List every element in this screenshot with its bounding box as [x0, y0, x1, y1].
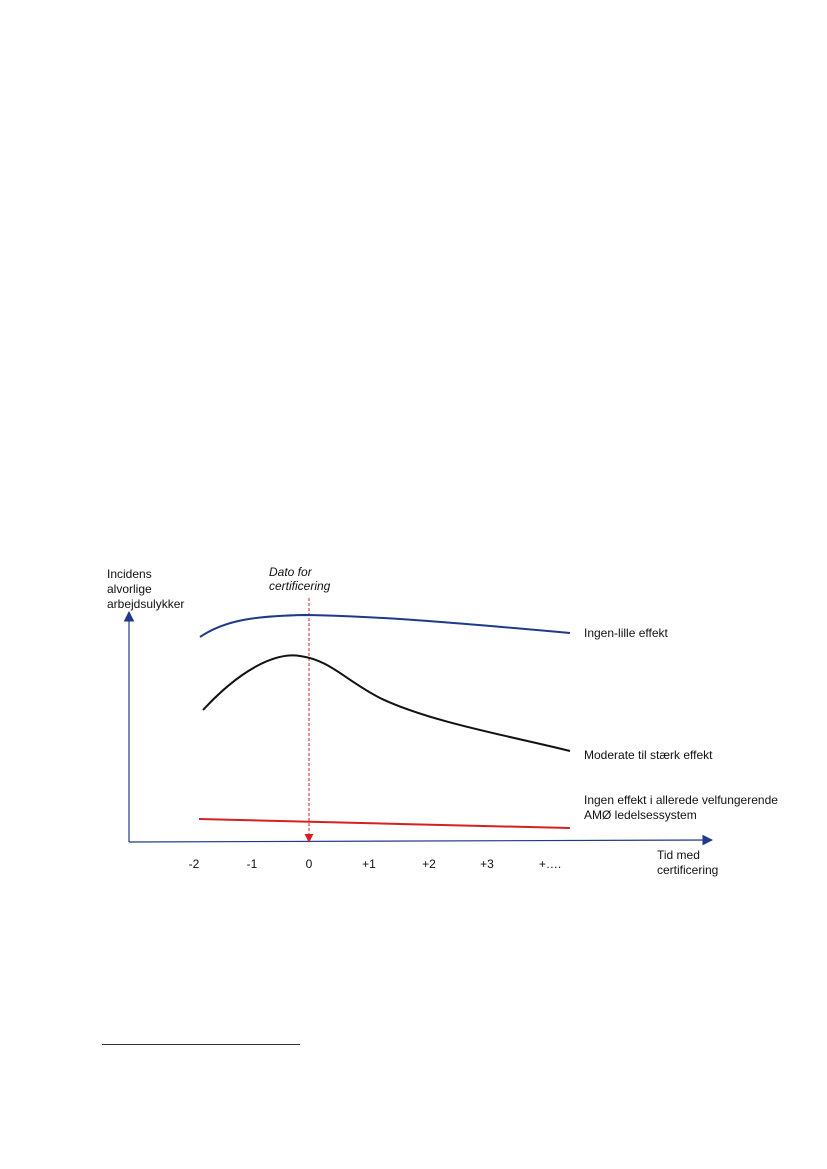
x-tick-label: +1: [362, 857, 376, 871]
footnote-separator: [102, 1044, 300, 1045]
label-ingen-lille-effekt-line-1: Ingen-lille effekt: [584, 626, 668, 640]
x-tick-label: +….: [539, 857, 561, 871]
curve-ingen-effekt: [198, 818, 571, 829]
x-axis-label-line-2: certificering: [657, 863, 718, 877]
x-tick-label: 0: [306, 857, 313, 871]
y-axis-label-line-1: Incidens: [107, 567, 152, 581]
x-axis: [128, 834, 714, 846]
x-tick-label: +3: [480, 857, 494, 871]
y-axis-label: Incidens alvorlige arbejdsulykker: [107, 567, 184, 611]
curve-ingen-lille-effekt: [199, 613, 571, 638]
certification-date-label: Dato for certificering: [269, 565, 331, 593]
certification-date-label-line-1: Dato for: [269, 565, 313, 579]
y-axis-label-line-2: alvorlige: [107, 582, 152, 596]
curve-moderate-til-staerk-effekt: [202, 654, 571, 752]
x-tick-label: +2: [422, 857, 436, 871]
certification-date-label-line-2: certificering: [269, 579, 331, 593]
x-axis-label-line-1: Tid med: [657, 848, 700, 862]
x-tick-label: -1: [247, 857, 258, 871]
x-tick-label: -2: [189, 857, 200, 871]
label-ingen-effekt: Ingen effekt i allerede velfungerende AM…: [584, 793, 781, 822]
x-axis-label: Tid med certificering: [657, 848, 718, 877]
y-axis-label-line-3: arbejdsulykker: [107, 597, 184, 611]
label-ingen-effekt-line-1: Ingen effekt i allerede velfungerende: [584, 793, 778, 807]
label-ingen-effekt-line-2: AMØ ledelsessystem: [584, 808, 697, 822]
label-moderate-til-staerk-effekt-line-1: Moderate til stærk effekt: [584, 748, 713, 762]
label-moderate-til-staerk-effekt: Moderate til stærk effekt: [584, 748, 713, 762]
label-ingen-lille-effekt: Ingen-lille effekt: [584, 626, 668, 640]
